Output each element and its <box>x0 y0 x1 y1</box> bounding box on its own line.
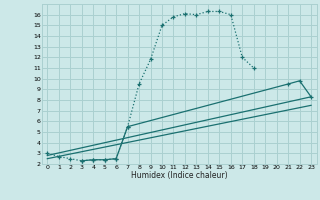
X-axis label: Humidex (Indice chaleur): Humidex (Indice chaleur) <box>131 171 228 180</box>
